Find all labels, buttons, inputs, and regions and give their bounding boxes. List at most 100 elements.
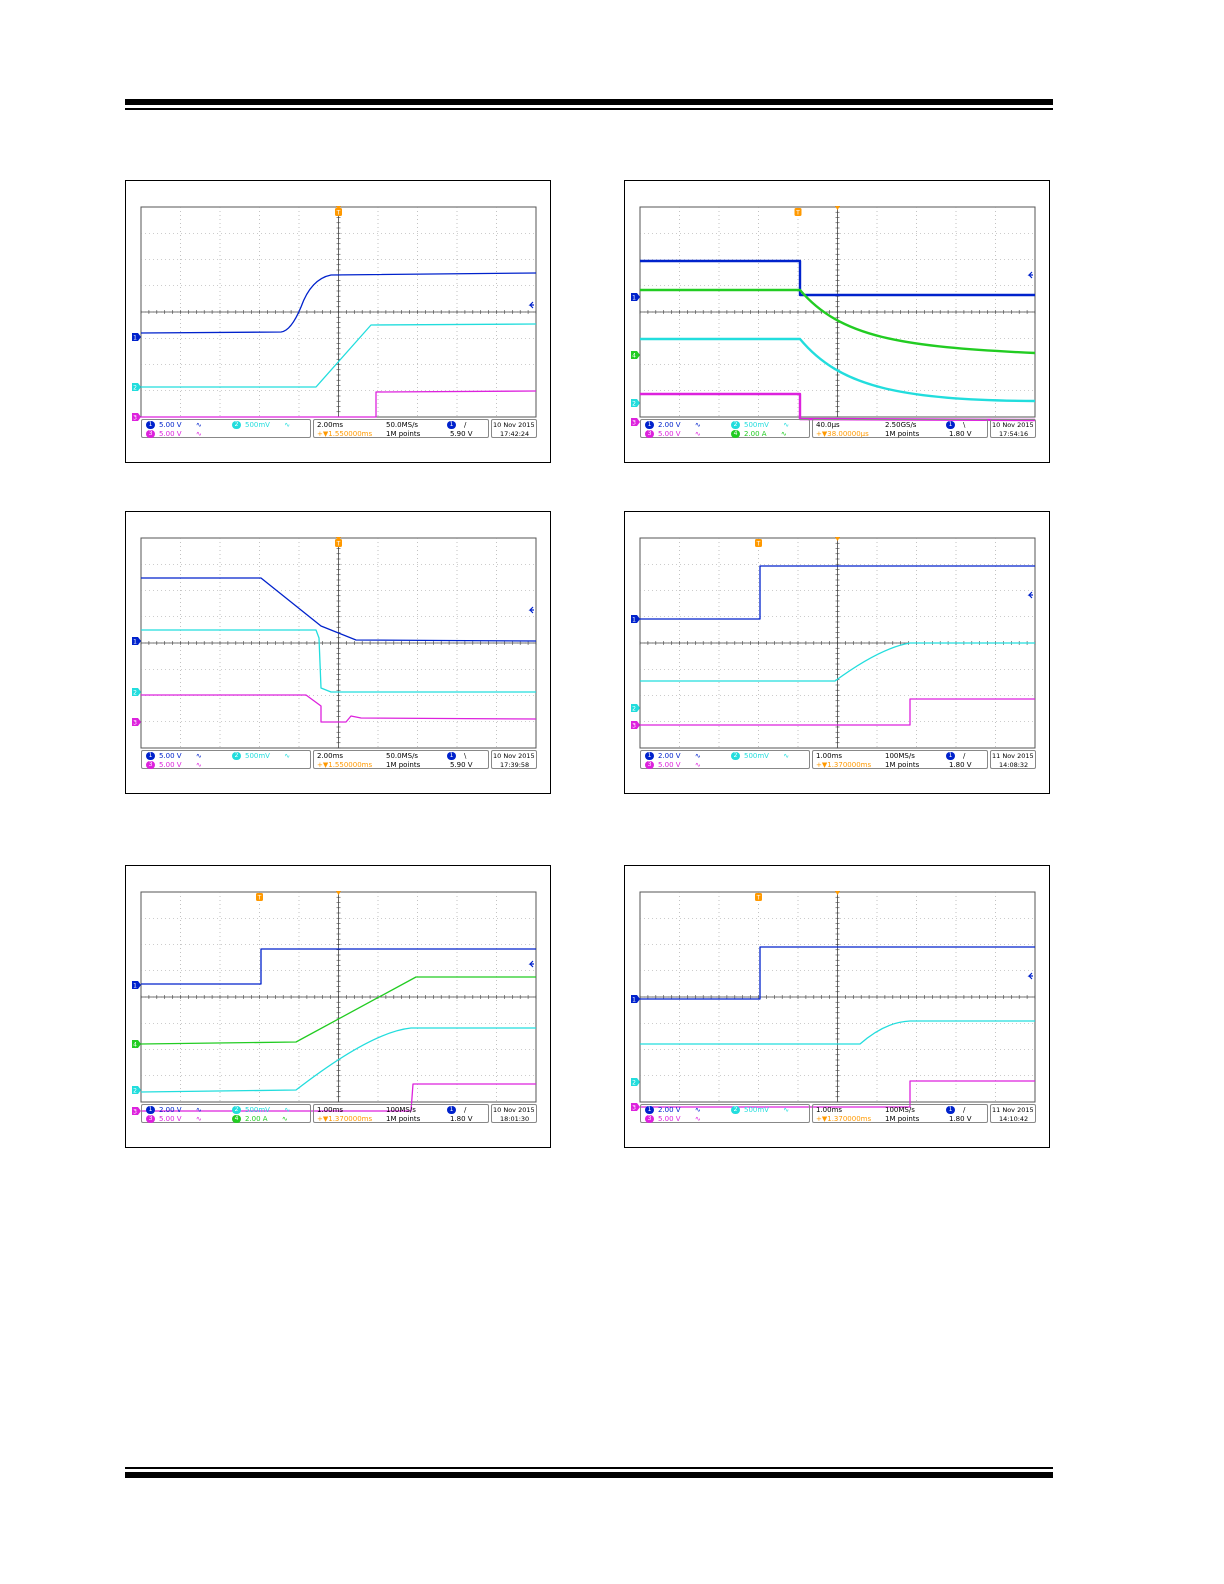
footer-rule-thin	[125, 1467, 1053, 1469]
bandwidth-icon: ∿	[780, 421, 790, 429]
trigger-slope-icon: \	[464, 752, 467, 760]
channel-scale-value: 5.00 V	[658, 430, 681, 438]
svg-text:2: 2	[133, 690, 137, 697]
channel-3-scale: 3 5.00 V ∿	[146, 761, 202, 769]
channel-3-marker: 3	[132, 1107, 141, 1116]
channel-scale-value: 5.00 V	[159, 430, 182, 438]
channel-badge: 3	[146, 761, 155, 769]
channel-1-scale: 1 2.00 V ∿	[645, 752, 701, 760]
channel-1-marker: 1	[132, 981, 141, 990]
channel-badge: 2	[731, 752, 740, 760]
acquisition-time: 17:42:24	[500, 430, 530, 438]
svg-text:T: T	[257, 895, 262, 902]
channel-scale-value: 500mV	[744, 1106, 769, 1114]
channel-settings-box: 1 2.00 V ∿ 2 500mV ∿ 3 5.00 V ∿ 4 2.00 A ∿	[640, 419, 810, 438]
channel-scale-value: 2.00 A	[245, 1115, 268, 1123]
bandwidth-icon: ∿	[193, 761, 202, 769]
date-time-box: 11 Nov 2015 14:10:42	[990, 1104, 1036, 1123]
channel-scale-value: 500mV	[744, 421, 769, 429]
waveform-ch2	[141, 629, 536, 693]
bandwidth-icon: ∿	[193, 430, 202, 438]
scope-screenshot-6: T 1 2 3 1 2.00 V ∿ 2 500mV ∿ 3 5.00 V ∿ 1.00ms +▼1.…	[624, 865, 1050, 1148]
svg-text:T: T	[336, 210, 341, 217]
timebase-trigger-box: 2.00ms +▼1.550000ms 50.0MS/s 1M points 1 \ 5.9…	[313, 750, 489, 769]
channel-3-marker: 3	[132, 718, 141, 727]
svg-text:4: 4	[133, 1042, 137, 1049]
trigger-t-icon: T	[256, 893, 263, 902]
channel-2-marker: 2	[631, 399, 640, 408]
sample-rate-value: 100MS/s	[386, 1106, 416, 1114]
arrow-left-icon	[528, 606, 534, 614]
header-rule-thin	[125, 108, 1053, 110]
scope-waveform-display: T 1 2 3	[132, 537, 537, 749]
svg-text:3: 3	[133, 720, 137, 727]
svg-text:2: 2	[133, 1088, 137, 1095]
svg-text:3: 3	[632, 1105, 636, 1112]
sample-rate-value: 50.0MS/s	[386, 421, 419, 429]
bandwidth-icon: ∿	[193, 752, 202, 760]
trigger-delay-value: +▼1.370000ms	[317, 1115, 373, 1123]
svg-text:3: 3	[632, 723, 636, 730]
trigger-source-badge: 1	[946, 1106, 955, 1114]
channel-2-marker: 2	[132, 688, 141, 697]
channel-3-scale: 3 5.00 V ∿	[645, 430, 701, 438]
channel-2-marker: 2	[631, 1078, 640, 1087]
channel-scale-value: 2.00 V	[658, 752, 681, 760]
trigger-slope-icon: /	[464, 1106, 467, 1114]
channel-badge: 2	[232, 1106, 241, 1114]
channel-scale-value: 5.00 V	[658, 761, 681, 769]
waveform-ch3	[141, 694, 537, 723]
arrow-left-icon	[1027, 972, 1033, 980]
trigger-source-badge: 1	[946, 752, 955, 760]
channel-1-marker: 1	[132, 333, 141, 342]
channel-settings-box: 1 5.00 V ∿ 2 500mV ∿ 3 5.00 V ∿	[141, 750, 311, 769]
sample-rate-value: 50.0MS/s	[386, 752, 419, 760]
svg-text:1: 1	[133, 335, 137, 342]
channel-scale-value: 5.00 V	[159, 421, 182, 429]
record-length-value: 1M points	[386, 430, 421, 438]
channel-2-scale: 2 500mV ∿	[232, 1106, 290, 1114]
acquisition-date: 10 Nov 2015	[493, 1106, 535, 1114]
date-time-box: 10 Nov 2015 17:42:24	[491, 419, 537, 438]
channel-scale-value: 500mV	[245, 421, 270, 429]
bandwidth-icon: ∿	[692, 752, 701, 760]
channel-badge: 3	[146, 1115, 155, 1123]
trigger-delay-value: +▼1.550000ms	[317, 761, 373, 769]
trigger-source-badge: 1	[447, 1106, 456, 1114]
trigger-level-value: 1.80 V	[949, 761, 972, 769]
svg-text:T: T	[336, 541, 341, 548]
waveform-ch2	[640, 642, 1035, 682]
channel-scale-value: 500mV	[245, 1106, 270, 1114]
waveform-ch1	[141, 948, 536, 985]
sample-rate-value: 100MS/s	[885, 752, 915, 760]
trigger-slope-icon: /	[464, 421, 467, 429]
channel-2-marker: 2	[631, 704, 640, 713]
svg-text:2: 2	[632, 1080, 636, 1087]
channel-3-scale: 3 5.00 V ∿	[645, 1115, 701, 1123]
sample-rate-value: 2.50GS/s	[885, 421, 917, 429]
channel-badge: 3	[146, 430, 155, 438]
svg-text:T: T	[756, 895, 761, 902]
waveform-ch3	[141, 390, 537, 418]
trigger-delay-value: +▼38.00000µs	[816, 430, 869, 438]
channel-scale-value: 5.00 V	[159, 761, 182, 769]
acquisition-date: 11 Nov 2015	[992, 1106, 1034, 1114]
timebase-value: 2.00ms	[317, 421, 344, 429]
svg-text:1: 1	[632, 997, 636, 1004]
channel-4-scale: 4 2.00 A ∿	[731, 430, 787, 438]
record-length-value: 1M points	[885, 430, 920, 438]
waveform-ch2	[640, 337, 1036, 403]
bandwidth-icon: ∿	[193, 421, 202, 429]
waveform-ch2	[640, 1020, 1035, 1045]
footer-rule-thick	[125, 1472, 1053, 1478]
svg-text:T: T	[756, 541, 761, 548]
channel-1-scale: 1 2.00 V ∿	[645, 421, 701, 429]
bandwidth-icon: ∿	[193, 1115, 202, 1123]
svg-text:2: 2	[632, 401, 636, 408]
channel-scale-value: 5.00 V	[159, 1115, 182, 1123]
record-length-value: 1M points	[386, 761, 421, 769]
scope-screenshot-2: T 1 4 2 3 1 2.00 V ∿ 2 500mV ∿ 3 5.00 V ∿ 4 2.00 A ∿…	[624, 180, 1050, 463]
trigger-t-icon: T	[335, 208, 342, 217]
channel-3-marker: 3	[631, 418, 640, 427]
bandwidth-icon: ∿	[778, 430, 787, 438]
